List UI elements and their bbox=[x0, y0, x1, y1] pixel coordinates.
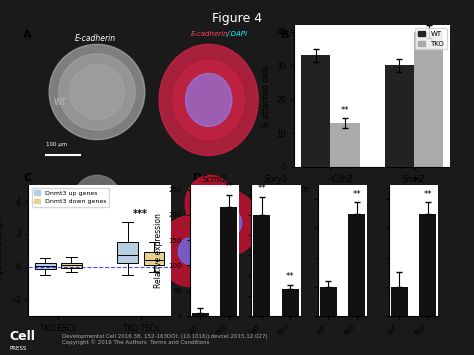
Polygon shape bbox=[74, 175, 120, 220]
Legend: WT, TKO: WT, TKO bbox=[415, 28, 447, 49]
Bar bbox=[254, 215, 271, 316]
Text: Laminin:: Laminin: bbox=[278, 185, 311, 195]
Text: E-cadherin: E-cadherin bbox=[191, 32, 229, 38]
Polygon shape bbox=[185, 175, 235, 233]
Y-axis label: % attached cells: % attached cells bbox=[262, 64, 271, 127]
Bar bbox=[282, 289, 299, 316]
Title: Snai2: Snai2 bbox=[402, 175, 425, 184]
Y-axis label: log2 fold change: log2 fold change bbox=[0, 218, 4, 282]
Text: Cell: Cell bbox=[9, 330, 36, 343]
Text: C: C bbox=[23, 173, 31, 183]
Text: D: D bbox=[193, 173, 203, 183]
Text: **: ** bbox=[258, 185, 266, 193]
Legend: Dnmt3 up genes, Dnmt3 down genes: Dnmt3 up genes, Dnmt3 down genes bbox=[32, 188, 109, 207]
Text: **: ** bbox=[352, 190, 361, 199]
Title: Spry1: Spry1 bbox=[264, 175, 288, 184]
PathPatch shape bbox=[118, 242, 138, 263]
Bar bbox=[384, 65, 414, 167]
Bar bbox=[220, 207, 237, 316]
Y-axis label: Relative expression: Relative expression bbox=[154, 213, 163, 288]
Text: E-cadherin: E-cadherin bbox=[75, 34, 116, 43]
Polygon shape bbox=[203, 191, 258, 255]
Text: ***: *** bbox=[133, 209, 148, 219]
Bar bbox=[419, 214, 436, 316]
Polygon shape bbox=[49, 44, 145, 140]
Text: WT: WT bbox=[54, 98, 67, 107]
Bar bbox=[192, 313, 209, 316]
Polygon shape bbox=[159, 44, 258, 155]
Polygon shape bbox=[173, 60, 244, 140]
Text: **: ** bbox=[341, 106, 349, 115]
Text: Developmental Cell 2016 38, 152-163DOI: (10.1016/j.devcel.2015.12.027)
Copyright: Developmental Cell 2016 38, 152-163DOI: … bbox=[62, 334, 267, 345]
Polygon shape bbox=[199, 191, 221, 217]
PathPatch shape bbox=[144, 252, 164, 265]
Bar bbox=[320, 287, 337, 316]
Text: **: ** bbox=[286, 272, 294, 282]
Title: Scml2: Scml2 bbox=[201, 175, 228, 184]
PathPatch shape bbox=[61, 263, 82, 268]
Polygon shape bbox=[70, 65, 124, 119]
Text: / DAPI: / DAPI bbox=[226, 32, 247, 38]
Polygon shape bbox=[178, 238, 201, 264]
Bar bbox=[301, 55, 330, 167]
Text: A: A bbox=[23, 30, 32, 40]
Polygon shape bbox=[52, 212, 104, 262]
Bar bbox=[414, 32, 443, 167]
Bar bbox=[330, 123, 360, 167]
Title: Cdh2: Cdh2 bbox=[331, 175, 354, 184]
Text: **: ** bbox=[224, 182, 233, 191]
Polygon shape bbox=[185, 73, 232, 126]
Text: TKO: TKO bbox=[54, 229, 71, 238]
Text: PRESS: PRESS bbox=[9, 346, 27, 351]
Polygon shape bbox=[159, 216, 219, 286]
Text: 100 μm: 100 μm bbox=[46, 273, 67, 278]
Polygon shape bbox=[219, 210, 242, 236]
Bar bbox=[348, 214, 365, 316]
Text: **: ** bbox=[423, 190, 432, 199]
PathPatch shape bbox=[35, 263, 55, 269]
Polygon shape bbox=[88, 194, 145, 248]
Text: 100 μm: 100 μm bbox=[46, 142, 67, 147]
Polygon shape bbox=[59, 54, 135, 130]
Bar bbox=[391, 287, 408, 316]
Text: Figure 4: Figure 4 bbox=[212, 12, 262, 26]
Text: B: B bbox=[281, 30, 289, 40]
